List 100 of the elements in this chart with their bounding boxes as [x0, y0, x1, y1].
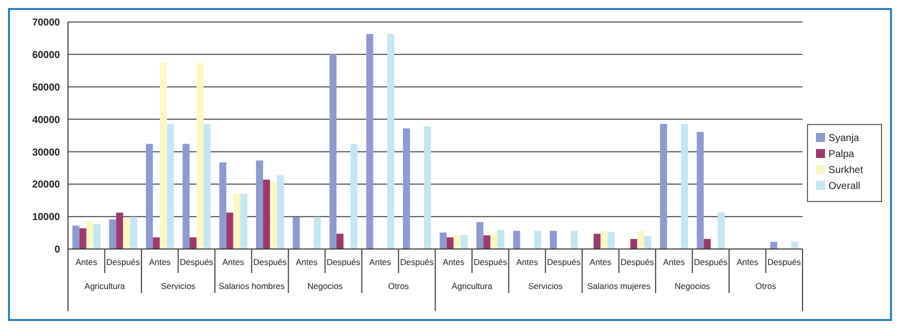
bar — [637, 230, 644, 249]
bar — [644, 236, 652, 249]
bar — [424, 126, 431, 249]
x-tick-label: Después — [326, 257, 360, 267]
bar — [226, 212, 234, 249]
bar — [160, 62, 167, 249]
bar — [72, 226, 80, 249]
bar — [454, 235, 461, 249]
bar — [550, 230, 557, 249]
bar — [336, 234, 344, 249]
bar — [109, 219, 116, 249]
bar — [681, 124, 688, 249]
text: Otros — [755, 281, 776, 291]
y-tick-label: 40000 — [32, 114, 60, 126]
x-tick-label: Después — [106, 257, 140, 267]
y-tick-label: 50000 — [32, 82, 60, 94]
bar — [446, 237, 454, 249]
bar — [240, 194, 248, 249]
x-tick-label: Antes — [663, 257, 685, 267]
bar — [86, 221, 94, 249]
text: Servicios — [528, 281, 563, 291]
bar — [402, 128, 410, 249]
bar — [570, 230, 578, 249]
text: Salarios hombres — [218, 281, 285, 291]
bar — [190, 237, 197, 249]
bar — [329, 54, 336, 249]
x-tick-label: Antes — [590, 257, 612, 267]
bar — [196, 62, 204, 249]
bar — [608, 232, 615, 249]
bar — [476, 222, 484, 249]
bar — [93, 224, 100, 249]
x-tick-label: Antes — [222, 257, 244, 267]
bar — [123, 218, 130, 249]
text: Salarios mujeres — [587, 281, 651, 291]
x-tick-label: Antes — [736, 257, 758, 267]
bar — [483, 235, 490, 249]
bar — [292, 216, 300, 249]
bar — [534, 230, 542, 249]
y-tick-label: 70000 — [32, 18, 60, 29]
y-tick-label: 20000 — [32, 180, 60, 191]
bar — [497, 230, 504, 249]
bar — [704, 238, 711, 249]
bar — [387, 34, 394, 249]
bar — [146, 144, 153, 249]
text: Servicios — [160, 281, 196, 291]
bar — [314, 216, 321, 249]
bar — [277, 175, 284, 249]
x-tick-label: Después — [474, 257, 508, 267]
bar — [630, 238, 638, 249]
bar — [460, 235, 468, 249]
bar — [350, 144, 358, 249]
bar — [204, 124, 211, 249]
bar — [256, 160, 264, 249]
x-tick-label: Después — [253, 257, 287, 267]
x-tick-label: Después — [400, 257, 434, 267]
legend-label: Palpa — [828, 148, 854, 160]
x-tick-label: Después — [620, 257, 654, 267]
y-tick-label: 30000 — [32, 147, 60, 158]
x-tick-label: Antes — [442, 257, 465, 267]
bar — [660, 124, 668, 249]
bar — [594, 234, 601, 249]
legend-label: Syanja — [828, 132, 860, 144]
x-tick-label: Antes — [369, 257, 392, 267]
y-tick-label: 0 — [54, 244, 60, 256]
bar — [600, 231, 608, 249]
x-tick-label: Antes — [148, 257, 171, 267]
x-tick-label: Después — [694, 257, 728, 267]
y-tick-label: 60000 — [32, 50, 60, 61]
x-tick-label: Antes — [296, 257, 318, 267]
text: Negocios — [307, 281, 343, 291]
legend-label: Surkhet — [828, 164, 863, 176]
text: Agricultura — [452, 281, 493, 291]
bar — [770, 242, 778, 249]
bar — [182, 144, 190, 249]
x-tick-label: Después — [547, 257, 581, 267]
bar — [490, 233, 498, 249]
text: Negocios — [674, 281, 710, 291]
x-tick-label: Antes — [516, 257, 538, 267]
bar — [166, 124, 174, 249]
bar — [270, 182, 278, 249]
x-tick-label: Antes — [75, 257, 98, 267]
bar — [718, 212, 725, 249]
bar — [263, 180, 270, 249]
bar — [79, 228, 86, 249]
bar — [791, 242, 798, 249]
bar — [233, 194, 240, 249]
bar — [219, 162, 226, 249]
bar — [513, 230, 520, 249]
bar — [366, 34, 374, 249]
bar — [116, 212, 124, 249]
legend-label: Overall — [828, 180, 860, 192]
x-tick-label: Después — [180, 257, 214, 267]
bar — [440, 232, 447, 249]
text: Agricultura — [84, 281, 126, 291]
y-tick-label: 10000 — [32, 212, 60, 224]
bar — [696, 132, 704, 249]
text: Otros — [388, 281, 409, 291]
bar — [152, 237, 160, 249]
bar — [130, 216, 138, 249]
x-tick-label: Después — [767, 257, 801, 267]
